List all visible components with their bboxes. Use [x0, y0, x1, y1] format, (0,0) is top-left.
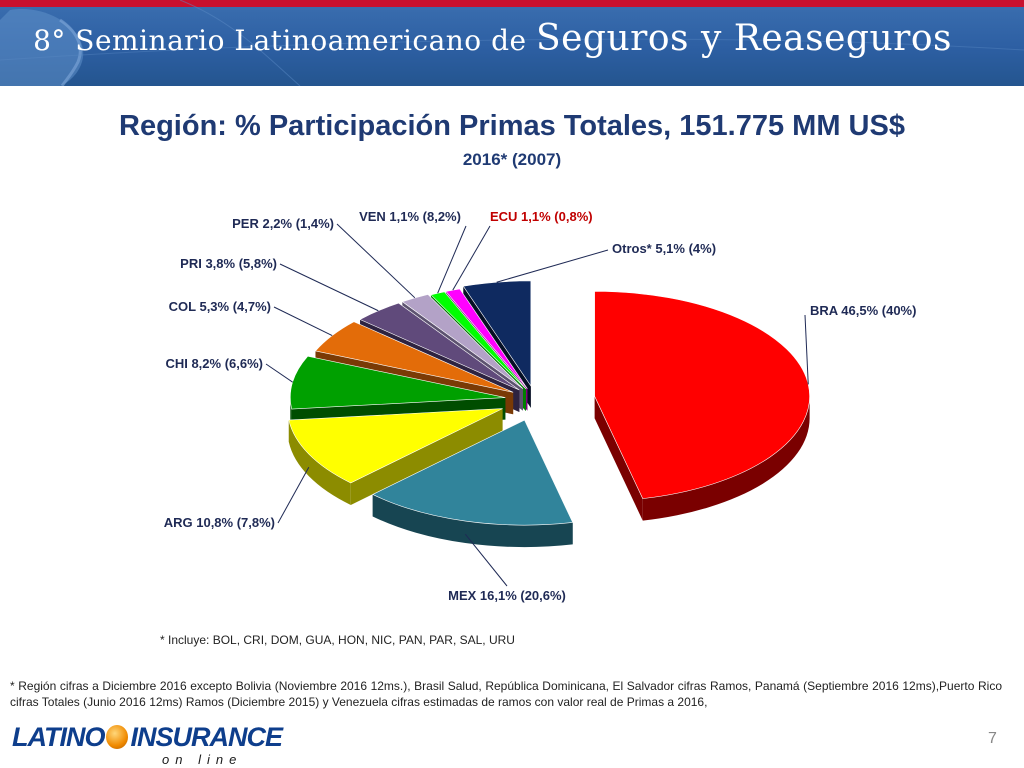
slice-bra-rim-0: [642, 396, 810, 521]
leader-line-ecu: [452, 225, 491, 291]
chart-title: Región: % Participación Primas Totales, …: [119, 110, 905, 142]
slice-arg-wall-0: [350, 408, 503, 505]
banner-top-stripe: [0, 0, 1024, 7]
data-label-arg: ARG 10,8% (7,8%): [164, 515, 275, 530]
leader-line-col: [273, 306, 333, 337]
logo-tagline: on line: [162, 752, 243, 767]
data-label-per: PER 2,2% (1,4%): [232, 216, 334, 231]
data-label-pri: PRI 3,8% (5,8%): [180, 256, 277, 271]
leader-line-otros: [496, 249, 609, 283]
latino-insurance-logo: LATINO INSURANCE on line: [12, 720, 283, 767]
leader-line-ven: [437, 225, 467, 294]
leader-line-per: [336, 223, 416, 299]
region-footnote: * Región cifras a Diciembre 2016 excepto…: [10, 679, 1002, 709]
data-label-col: COL 5,3% (4,7%): [169, 299, 271, 314]
page-number: 7: [988, 730, 997, 747]
leader-line-bra: [804, 314, 809, 385]
data-label-ven: VEN 1,1% (8,2%): [359, 209, 461, 224]
globe-map-icon: [0, 0, 1024, 86]
leader-line-pri: [279, 263, 379, 312]
leader-line-mex: [464, 533, 508, 587]
slice-arg-top: [288, 408, 503, 484]
data-label-mex: MEX 16,1% (20,6%): [448, 588, 566, 603]
slice-ven-top: [430, 291, 527, 390]
slice-mex: [372, 419, 574, 548]
slice-bra-wall-1: [594, 396, 643, 521]
banner-title-emphasis: Seguros y Reaseguros: [535, 18, 952, 59]
logo-right: INSURANCE: [130, 722, 283, 752]
data-label-chi: CHI 8,2% (6,6%): [165, 356, 263, 371]
chart-subtitle: 2016* (2007): [462, 150, 562, 169]
leader-line-arg: [277, 467, 310, 524]
logo-globe-icon: [106, 725, 129, 749]
header-banner: 8° Seminario Latinoamericano de Seguros …: [0, 0, 1024, 86]
otros-footnote: * Incluye: BOL, CRI, DOM, GUA, HON, NIC,…: [160, 633, 515, 647]
data-label-otros: Otros* 5,1% (4%): [612, 241, 716, 256]
leader-line-chi: [265, 363, 293, 383]
slice-bra: [594, 290, 810, 521]
slice-arg-rim-0: [288, 420, 351, 505]
slice-mex-top: [372, 419, 574, 526]
banner-title: 8° Seminario Latinoamericano de Seguros …: [33, 18, 952, 59]
data-label-bra: BRA 46,5% (40%): [810, 303, 916, 318]
slice-mex-rim-0: [372, 494, 573, 548]
slice-arg: [288, 408, 503, 505]
logo-left: LATINO: [12, 722, 105, 752]
logo-wordmark: LATINO INSURANCE: [12, 722, 283, 753]
data-label-ecu: ECU 1,1% (0,8%): [490, 209, 593, 224]
banner-title-prefix: 8° Seminario Latinoamericano de: [33, 24, 527, 57]
slice-pri-top: [359, 302, 520, 391]
